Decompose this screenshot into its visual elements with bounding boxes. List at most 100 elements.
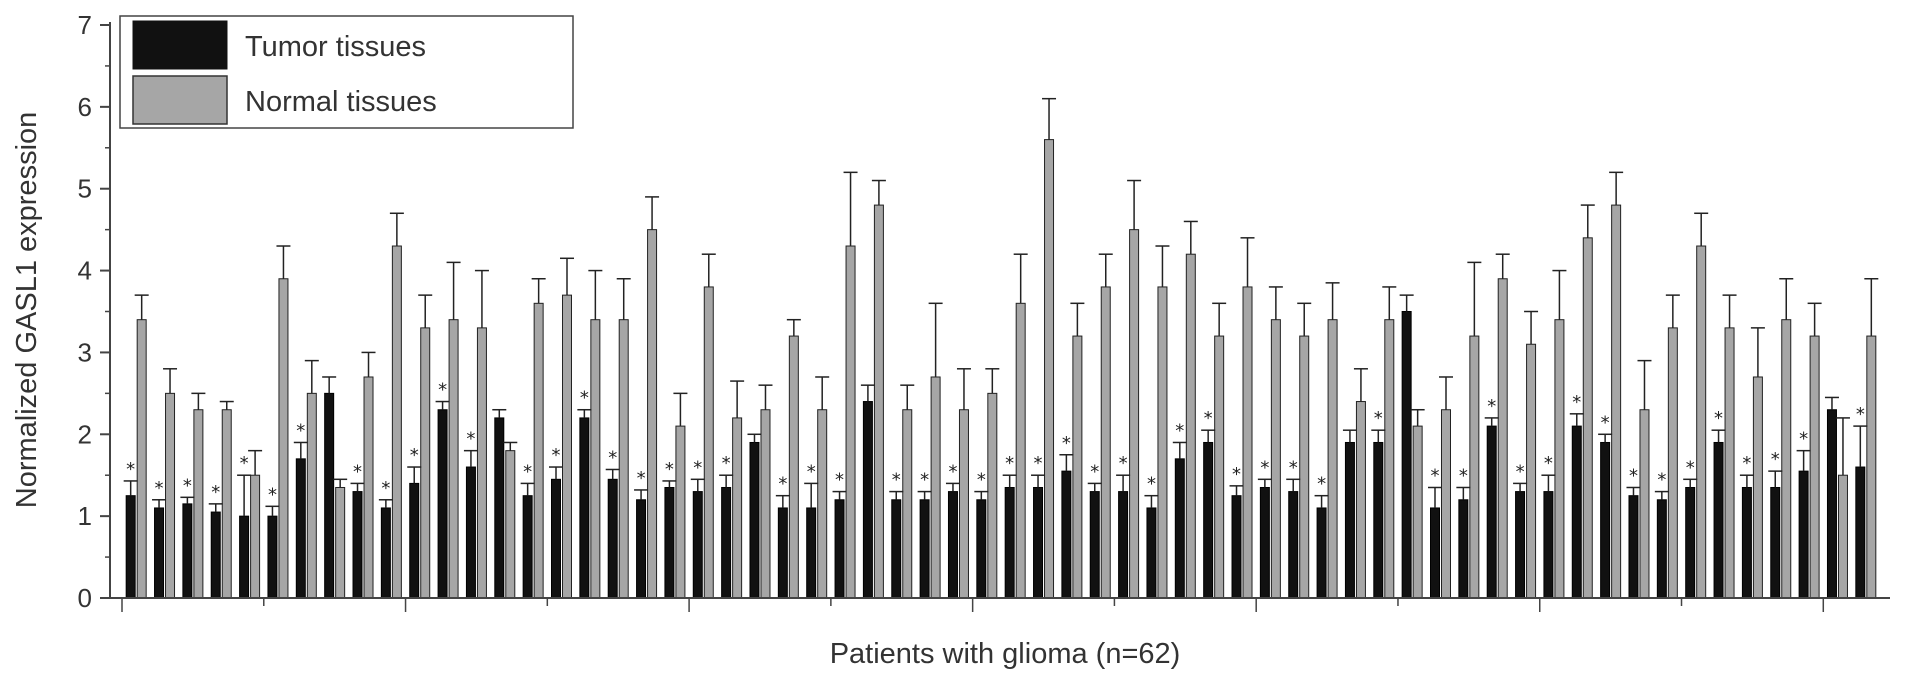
- bar-normal: [930, 376, 941, 599]
- significance-asterisk: *: [693, 457, 702, 478]
- bar-normal: [165, 392, 176, 599]
- bar-tumor: [1316, 507, 1327, 599]
- y-tick-label: 0: [78, 583, 92, 613]
- significance-asterisk: *: [211, 482, 220, 503]
- bar-normal: [1355, 401, 1366, 599]
- bar-normal: [1469, 335, 1480, 599]
- bar-normal: [618, 319, 629, 599]
- significance-asterisk: *: [778, 474, 787, 495]
- significance-asterisk: *: [183, 475, 192, 496]
- bar-normal: [1072, 335, 1083, 599]
- bar-normal: [250, 474, 261, 599]
- significance-asterisk: *: [1487, 396, 1496, 417]
- bar-tumor: [352, 491, 363, 599]
- bar-tumor: [210, 511, 221, 599]
- significance-asterisk: *: [1459, 465, 1468, 486]
- bar-normal: [1696, 245, 1707, 599]
- bar-normal: [278, 278, 289, 599]
- significance-asterisk: *: [1090, 461, 1099, 482]
- bar-tumor: [1430, 507, 1440, 599]
- legend: Tumor tissues Normal tissues: [119, 15, 574, 129]
- bar-tumor: [1486, 425, 1497, 599]
- significance-asterisk: *: [608, 447, 617, 468]
- bar-tumor: [749, 441, 760, 599]
- significance-asterisk: *: [1714, 408, 1723, 429]
- bar-normal: [391, 245, 402, 599]
- bar-tumor: [1033, 486, 1044, 599]
- significance-asterisk: *: [1657, 470, 1666, 491]
- bar-tumor: [1118, 491, 1129, 599]
- significance-asterisk: *: [438, 380, 447, 401]
- bar-tumor: [1628, 495, 1639, 599]
- bar-normal: [1384, 319, 1395, 599]
- bar-normal: [1526, 343, 1537, 599]
- significance-asterisk: *: [1771, 449, 1780, 470]
- bar-normal: [363, 376, 374, 599]
- bar-normal: [1270, 319, 1281, 599]
- significance-asterisk: *: [920, 470, 929, 491]
- significance-asterisk: *: [466, 429, 475, 450]
- bar-tumor: [1259, 486, 1270, 599]
- bar-normal: [1752, 376, 1763, 599]
- bar-tumor: [437, 409, 448, 599]
- bar-tumor: [947, 491, 958, 599]
- bar-normal: [1157, 286, 1168, 599]
- significance-asterisk: *: [1572, 392, 1581, 413]
- bar-normal: [1497, 278, 1508, 599]
- bar-normal: [590, 319, 601, 599]
- bar-tumor: [494, 417, 505, 599]
- significance-asterisk: *: [268, 484, 277, 505]
- legend-swatch-normal: [132, 75, 228, 125]
- y-tick-label: 2: [78, 419, 92, 449]
- bar-tumor: [1571, 425, 1582, 599]
- significance-asterisk: *: [381, 478, 390, 499]
- bar-tumor: [239, 515, 250, 599]
- bar-tumor: [862, 401, 873, 599]
- y-tick-label: 7: [78, 10, 92, 40]
- bar-tumor: [1770, 486, 1781, 599]
- bar-tumor: [692, 491, 703, 599]
- bar-tumor: [1515, 491, 1526, 599]
- significance-asterisk: *: [1856, 404, 1865, 425]
- legend-label-tumor: Tumor tissues: [245, 31, 426, 63]
- significance-asterisk: *: [1601, 412, 1610, 433]
- bar-normal: [1044, 139, 1055, 599]
- bar-tumor: [579, 417, 590, 599]
- bar-normal: [1837, 474, 1848, 599]
- bar-normal: [448, 319, 459, 599]
- bar-tumor: [1656, 499, 1667, 599]
- bar-tumor: [1600, 441, 1611, 599]
- bar-normal: [902, 409, 913, 599]
- bar-normal: [193, 409, 204, 599]
- bar-normal: [647, 229, 658, 599]
- bar-normal: [845, 245, 856, 599]
- significance-asterisk: *: [977, 470, 986, 491]
- bar-normal: [873, 204, 884, 599]
- significance-asterisk: *: [1431, 465, 1440, 486]
- bar-normal: [1299, 335, 1310, 599]
- bar-normal: [958, 409, 969, 599]
- bar-normal: [1611, 204, 1622, 599]
- bar-normal: [732, 417, 743, 599]
- bar-tumor: [891, 499, 902, 599]
- significance-asterisk: *: [1742, 453, 1751, 474]
- bar-normal: [335, 486, 346, 599]
- bar-normal: [505, 450, 516, 599]
- significance-asterisk: *: [1062, 433, 1071, 454]
- bars-group: [125, 139, 1877, 599]
- bar-tumor: [1373, 441, 1384, 599]
- significance-asterisk: *: [948, 461, 957, 482]
- significance-asterisk: *: [1005, 453, 1014, 474]
- bar-tumor: [125, 495, 136, 599]
- legend-swatch-tumor: [132, 20, 228, 70]
- bar-tumor: [522, 495, 533, 599]
- bar-normal: [760, 409, 771, 599]
- bar-tumor: [267, 515, 278, 599]
- bar-normal: [703, 286, 714, 599]
- bar-normal: [306, 392, 317, 599]
- bar-tumor: [1344, 441, 1355, 599]
- bar-normal: [1214, 335, 1225, 599]
- x-axis-ticks: [121, 598, 1825, 612]
- y-axis-title: Normalized GASL1 expression: [11, 112, 43, 509]
